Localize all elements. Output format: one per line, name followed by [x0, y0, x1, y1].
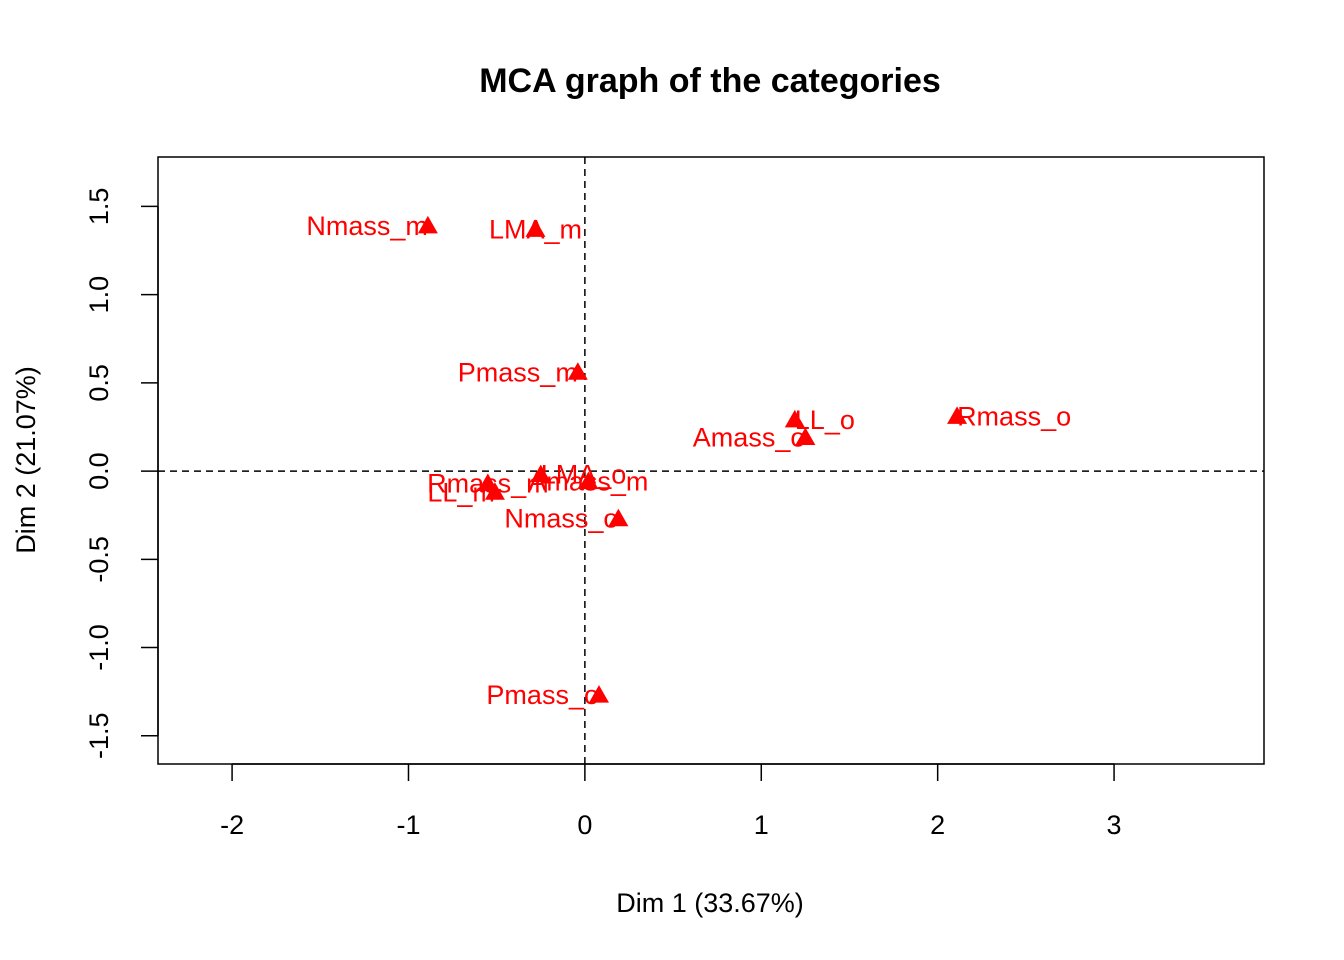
- point-marker-pmass-m: [567, 362, 588, 380]
- y-tick-label: -1.0: [84, 624, 114, 671]
- x-axis-label: Dim 1 (33.67%): [616, 888, 804, 918]
- point-marker-ll-m: [484, 482, 505, 500]
- x-tick-label: 2: [930, 810, 945, 840]
- x-tick-label: -2: [220, 810, 244, 840]
- y-axis: -1.5 -1.0 -0.5 0.0 0.5 1.0 1.5: [84, 188, 159, 760]
- y-tick-label: 1.5: [84, 188, 114, 226]
- reference-lines: [158, 157, 1264, 764]
- y-axis-label: Dim 2 (21.07%): [11, 366, 41, 554]
- x-tick-label: 1: [754, 810, 769, 840]
- point-marker-ll-o: [784, 409, 805, 428]
- x-axis: -2 -1 0 1 2 3: [220, 763, 1122, 840]
- point-marker-nmass-m: [417, 215, 438, 234]
- point-label-nmass-m: Nmass_m: [306, 211, 428, 241]
- point-label-amass-o: Amass_o: [693, 423, 806, 453]
- point-label-amass-m: Amass_m: [528, 467, 648, 497]
- point-label-nmass-o: Nmass_o: [504, 504, 618, 534]
- point-label-pmass-o: Pmass_o: [486, 680, 599, 710]
- plot-frame: [157, 156, 1265, 765]
- point-marker-rmass-o: [947, 406, 968, 424]
- point-label-ll-m: LL_m: [427, 477, 495, 507]
- y-tick-label: 0.5: [84, 364, 114, 402]
- point-marker-lma-m: [525, 219, 546, 237]
- point-marker-lma-o: [530, 464, 551, 483]
- point-marker-amass-o: [795, 427, 816, 446]
- point-label-pmass-m: Pmass_m: [458, 357, 578, 387]
- x-tick-label: -1: [396, 810, 420, 840]
- y-tick-label: -0.5: [84, 536, 114, 583]
- x-tick-label: 0: [577, 810, 592, 840]
- point-marker-nmass-o: [608, 508, 629, 527]
- y-tick-label: 1.0: [84, 276, 114, 314]
- y-tick-label: -1.5: [84, 713, 114, 760]
- point-label-rmass-m: Rmass_m: [427, 468, 549, 498]
- point-label-lma-m: LMA_m: [489, 214, 582, 244]
- point-marker-amass-m: [578, 471, 599, 490]
- y-tick-label: 0.0: [84, 452, 114, 490]
- x-tick-label: 3: [1107, 810, 1122, 840]
- point-label-rmass-o: Rmass_o: [957, 401, 1071, 431]
- chart-title: MCA graph of the categories: [479, 62, 941, 100]
- point-marker-pmass-o: [588, 685, 609, 703]
